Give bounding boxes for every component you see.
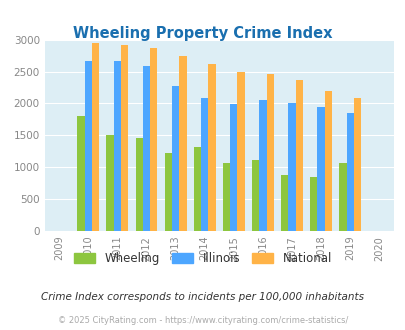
Bar xyxy=(208,64,215,231)
Text: Crime Index corresponds to incidents per 100,000 inhabitants: Crime Index corresponds to incidents per… xyxy=(41,292,364,302)
Bar xyxy=(172,85,179,231)
Bar xyxy=(164,153,172,231)
Bar xyxy=(121,45,128,231)
Bar xyxy=(353,98,360,231)
Bar xyxy=(237,72,244,231)
Bar xyxy=(113,61,121,231)
Bar xyxy=(230,104,237,231)
Bar xyxy=(339,163,346,231)
Bar xyxy=(135,139,143,231)
Bar xyxy=(309,178,317,231)
Bar xyxy=(150,48,157,231)
Bar xyxy=(85,61,92,231)
Bar xyxy=(266,74,273,231)
Bar xyxy=(106,135,113,231)
Bar xyxy=(288,103,295,231)
Bar xyxy=(77,116,85,231)
Bar xyxy=(200,98,208,231)
Text: Wheeling Property Crime Index: Wheeling Property Crime Index xyxy=(73,26,332,41)
Bar xyxy=(222,163,230,231)
Text: © 2025 CityRating.com - https://www.cityrating.com/crime-statistics/: © 2025 CityRating.com - https://www.city… xyxy=(58,316,347,325)
Legend: Wheeling, Illinois, National: Wheeling, Illinois, National xyxy=(69,247,336,270)
Bar xyxy=(324,91,331,231)
Bar xyxy=(259,100,266,231)
Bar xyxy=(179,56,186,231)
Bar xyxy=(317,107,324,231)
Bar xyxy=(92,44,99,231)
Bar xyxy=(143,66,150,231)
Bar xyxy=(252,160,259,231)
Bar xyxy=(280,176,288,231)
Bar xyxy=(346,113,353,231)
Bar xyxy=(295,81,302,231)
Bar xyxy=(193,148,200,231)
